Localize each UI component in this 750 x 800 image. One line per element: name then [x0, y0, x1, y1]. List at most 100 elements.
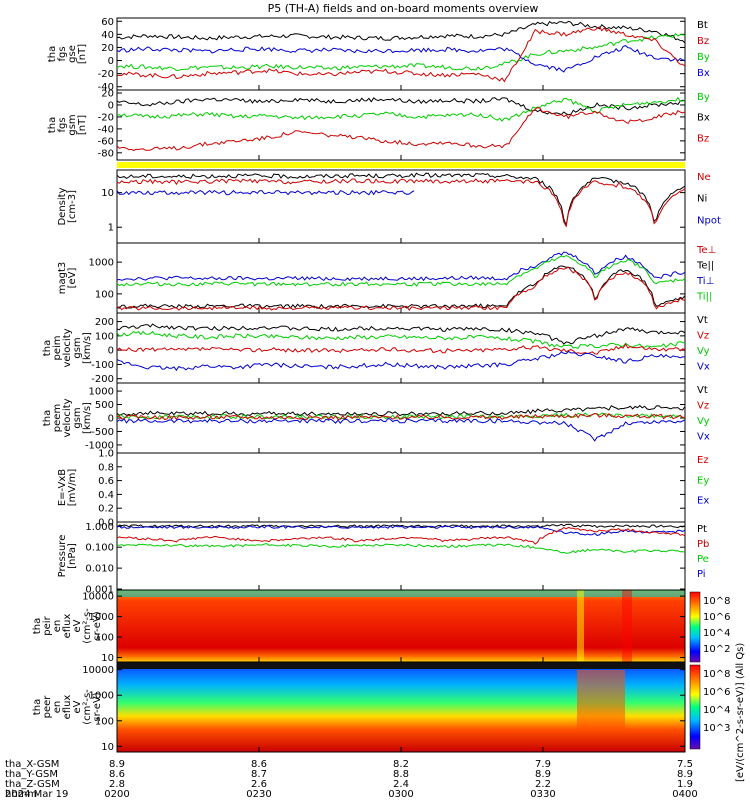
colorbar-peer-tick: 10^6	[703, 687, 730, 698]
ytick-label-peim_velocity: -200	[91, 374, 114, 385]
series-density-Ne	[116, 178, 686, 228]
ylabel-peim_velocity: velocity	[62, 328, 73, 367]
legend-fgs_gse: By	[697, 52, 710, 63]
panel-density: 10 1 Density [cm-3] Ne Ni Npot	[57, 169, 721, 244]
ytick-label-fgs_gse: 20	[101, 43, 114, 54]
colorbar-peir-tick: 10^8	[703, 596, 730, 607]
ytick-label-peem_velocity: -500	[91, 427, 114, 438]
colorbar-label: [eV/(cm^2-s-sr-eV)] (All Qs)	[735, 643, 746, 782]
legend-fgs_gse: Bx	[697, 68, 710, 79]
ephem-tha_Y-GSM-value: 8.7	[251, 769, 267, 780]
series-temperature-Ti⊥	[116, 251, 686, 282]
ytick-label-fgs_gse: -40	[98, 82, 114, 93]
legend-temperature: Te||	[696, 261, 714, 272]
ylabel-peer_spectrogram: peer	[42, 695, 53, 719]
ephem-tha_X-GSM-value: 8.2	[393, 759, 409, 770]
ytick-label-fgs_gsm: 0	[108, 100, 114, 111]
legend-peem_velocity: Vy	[697, 416, 710, 427]
series-density-Npot	[116, 189, 415, 196]
ylabel-peir_spectrogram: sr-eV)	[92, 611, 103, 640]
ylabel-peem_velocity: [km/s]	[82, 402, 93, 434]
ephem-tha_X-GSM-value: 7.9	[535, 759, 551, 770]
spectrogram-peir-event-2	[622, 590, 632, 662]
series-density-Ni	[116, 172, 686, 228]
ytick-label-efield: 1.0	[98, 449, 114, 460]
colorbar-peir-tick: 10^6	[703, 612, 730, 623]
panel-peer_spectrogram: 10000 1000 100 10 tha peer en eflux eV (cm²-s-sr-…	[32, 661, 686, 753]
series-peem_velocity-Vy	[116, 412, 686, 420]
series-fgs_gse-Bx	[116, 45, 686, 73]
series-pressure-Pt	[116, 523, 686, 529]
series-pressure-Pi	[116, 525, 686, 536]
chart-title: P5 (TH-A) fields and on-board moments ov…	[268, 2, 539, 15]
ytick-label-density: 10	[101, 188, 114, 199]
legend-efield: Ez	[697, 455, 709, 466]
legend-pressure: Pi	[697, 569, 706, 580]
ephem-tha_Z-GSM-value: 2.6	[251, 779, 267, 790]
colorbar-peer-tick: 10^4	[703, 705, 730, 716]
legend-fgs_gsm: Bx	[697, 113, 710, 124]
legend-pressure: Pb	[697, 539, 709, 550]
colorbar-peer-tick: 10^8	[703, 669, 730, 680]
panel-pressure: 1.000 0.100 0.010 0.001 Pressure [nPa] Pt Pb Pe P…	[57, 521, 709, 596]
colorbar-peir-tick: 10^4	[703, 628, 730, 639]
ytick-label-peer_spectrogram: 1000	[89, 691, 114, 702]
ylabel-density: [cm-3]	[67, 190, 78, 223]
panel-peim_velocity: 200 100 0 -100 -200 tha peim velocity gsm [km/s] V…	[42, 312, 710, 385]
ephem-tha_Y-GSM-value: 8.9	[677, 769, 693, 780]
ylabel-peir_spectrogram: peir	[42, 615, 53, 635]
ytick-label-peer_spectrogram: 100	[95, 716, 114, 727]
ytick-label-peim_velocity: 0	[108, 346, 114, 357]
panel-fgs_gsm: 200-20-40-60-80 tha fgs gsm [nT] By Bx Bz	[47, 88, 710, 161]
ytick-label-peem_velocity: 1000	[89, 387, 114, 398]
series-temperature-Ti||	[116, 254, 686, 287]
ytick-label-fgs_gse: 0	[108, 56, 114, 67]
ytick-label-efield: 0.0	[98, 518, 114, 529]
legend-temperature: Ti||	[696, 292, 712, 303]
legend-density: Ni	[697, 194, 707, 205]
quality-flag-bar	[117, 162, 685, 168]
legend-fgs_gsm: By	[697, 92, 710, 103]
ylabel-fgs_gsm: [nT]	[77, 115, 88, 135]
ylabel-peir_spectrogram: eV	[72, 619, 83, 632]
ytick-label-peer_spectrogram: 10000	[82, 665, 114, 676]
series-fgs_gse-Bt	[116, 20, 686, 44]
ylabel-peir_spectrogram: eflux	[62, 614, 73, 639]
ytick-label-peem_velocity: -1000	[85, 440, 114, 451]
ephem-hhmm-value: 0330	[530, 789, 555, 800]
spectrogram-peir-fill	[117, 590, 685, 662]
ylabel-peer_spectrogram: eV	[72, 700, 83, 713]
legend-peim_velocity: Vx	[697, 362, 710, 373]
ytick-label-efield: 0.4	[98, 490, 114, 501]
ylabel-fgs_gse: gse	[67, 45, 78, 63]
series-peem_velocity-Vx	[116, 418, 686, 442]
ephem-tha_Y-GSM-value: 8.6	[109, 769, 125, 780]
ylabel-peem_velocity: tha	[42, 410, 53, 426]
spectrogram-peir-top-band	[117, 590, 685, 597]
ephem-hhmm-value: 0200	[104, 789, 129, 800]
ephem-tha_X-GSM-value: 8.6	[251, 759, 267, 770]
ylabel-fgs_gsm: tha	[47, 117, 58, 133]
ytick-label-peim_velocity: 100	[95, 331, 114, 342]
colorbar-peir-scale	[689, 591, 701, 663]
ephem-hhmm-value: 0300	[388, 789, 413, 800]
colorbar-peir	[689, 591, 701, 663]
ephem-row-label: hhmm	[5, 789, 37, 800]
ylabel-efield: [mV/m]	[67, 469, 78, 507]
series-peim_velocity-Vy	[116, 330, 686, 350]
legend-density: Npot	[697, 215, 721, 226]
ylabel-peir_spectrogram: (cm²-s-	[82, 608, 93, 644]
legend-pressure: Pe	[697, 554, 709, 565]
series-peim_velocity-Vz	[116, 343, 686, 355]
ylabel-density: Density	[57, 187, 68, 225]
ephem-tha_X-GSM-value: 7.5	[677, 759, 693, 770]
ylabel-peim_velocity: peim	[52, 335, 63, 360]
ephem-hhmm-value: 0400	[672, 789, 697, 800]
ephem-tha_X-GSM-value: 8.9	[109, 759, 125, 770]
ytick-label-efield: 0.8	[98, 462, 114, 473]
ytick-label-fgs_gsm: -80	[98, 148, 114, 159]
ylabel-peer_spectrogram: en	[52, 701, 63, 714]
ytick-label-density: 1	[108, 223, 114, 234]
